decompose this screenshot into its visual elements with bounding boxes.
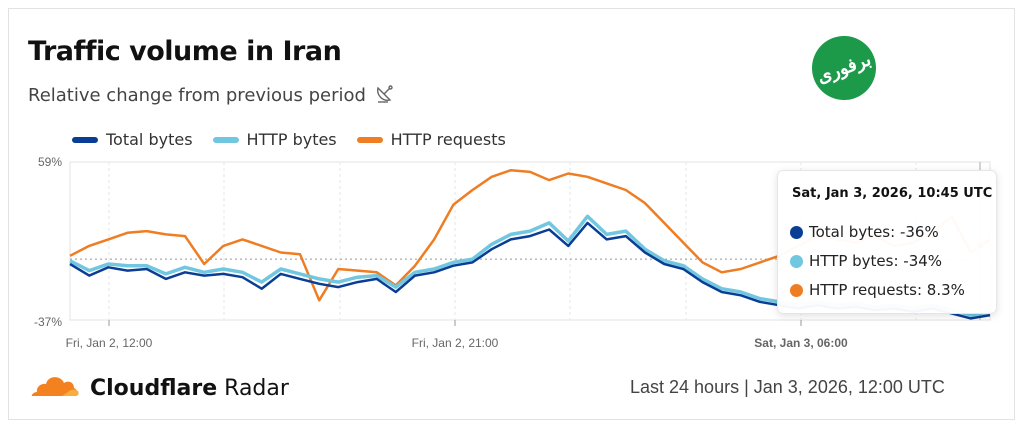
page-title: Traffic volume in Iran bbox=[28, 36, 342, 67]
subtitle-text: Relative change from previous period bbox=[28, 85, 366, 106]
time-range-label: Last 24 hours bbox=[630, 377, 740, 397]
x-tick: Fri, Jan 2, 21:00 bbox=[412, 336, 499, 350]
tooltip-row-http-requests: HTTP requests: 8.3% bbox=[790, 281, 965, 299]
brand-product: Radar bbox=[224, 375, 289, 401]
cloudflare-cloud-icon bbox=[28, 372, 80, 404]
legend-http-requests[interactable]: HTTP requests bbox=[356, 130, 506, 149]
tooltip-row-total-bytes: Total bytes: -36% bbox=[790, 223, 939, 241]
satellite-dish-icon[interactable] bbox=[374, 82, 396, 109]
chart-legend: Total bytes HTTP bytes HTTP requests bbox=[72, 130, 506, 149]
chart-tooltip: Sat, Jan 3, 2026, 10:45 UTC Total bytes:… bbox=[777, 170, 997, 314]
legend-swatch bbox=[212, 136, 239, 143]
y-tick-min: -37% bbox=[34, 315, 62, 329]
time-range-date: | Jan 3, 2026, 12:00 UTC bbox=[744, 377, 945, 397]
legend-swatch bbox=[356, 136, 383, 143]
y-tick-max: 59% bbox=[38, 155, 62, 169]
time-range: Last 24 hours | Jan 3, 2026, 12:00 UTC bbox=[630, 377, 945, 398]
brand-name: Cloudflare bbox=[90, 375, 218, 401]
tooltip-row-http-bytes: HTTP bytes: -34% bbox=[790, 252, 942, 270]
cloudflare-radar-brand[interactable]: Cloudflare Radar bbox=[28, 372, 289, 404]
legend-http-bytes[interactable]: HTTP bytes bbox=[212, 130, 337, 149]
legend-label: HTTP bytes bbox=[246, 130, 337, 149]
tooltip-title: Sat, Jan 3, 2026, 10:45 UTC bbox=[792, 186, 993, 201]
legend-label: Total bytes bbox=[106, 130, 193, 149]
legend-total-bytes[interactable]: Total bytes bbox=[72, 130, 193, 149]
legend-label: HTTP requests bbox=[390, 130, 506, 149]
subtitle: Relative change from previous period bbox=[28, 82, 396, 109]
legend-swatch bbox=[72, 136, 98, 143]
x-tick: Fri, Jan 2, 12:00 bbox=[66, 336, 153, 350]
x-tick: Sat, Jan 3, 06:00 bbox=[754, 336, 848, 350]
